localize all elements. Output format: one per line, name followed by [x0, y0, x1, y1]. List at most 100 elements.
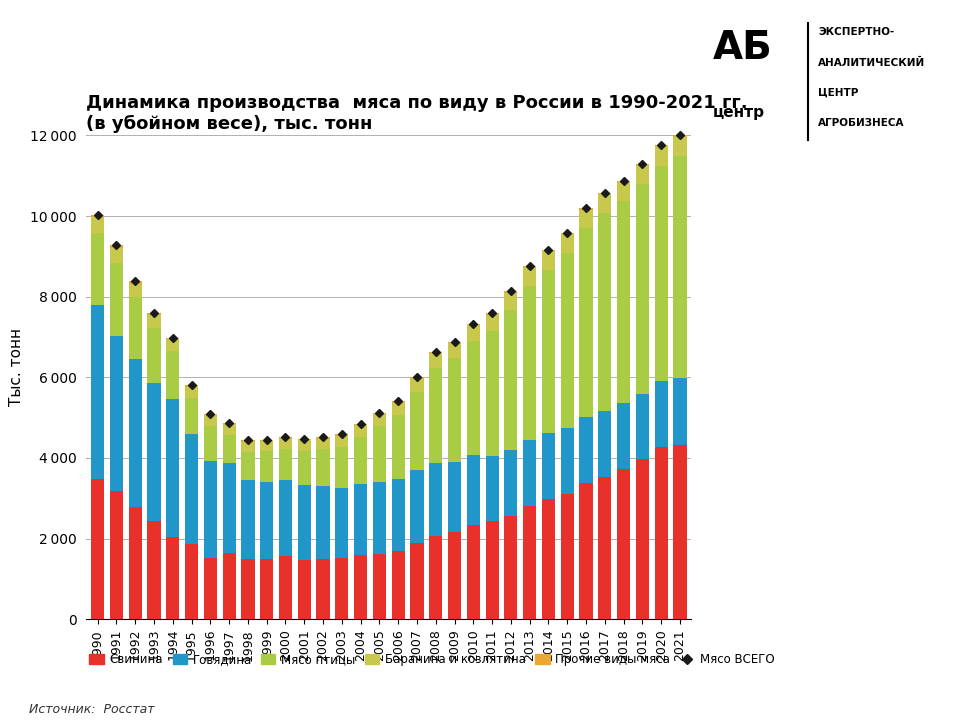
Bar: [354, 424, 367, 426]
Bar: [486, 456, 498, 521]
Bar: [673, 135, 686, 137]
Bar: [260, 559, 274, 619]
Bar: [617, 469, 630, 619]
Bar: [260, 441, 274, 451]
Bar: [598, 193, 612, 194]
Bar: [129, 507, 142, 619]
Bar: [448, 343, 461, 359]
Bar: [486, 315, 498, 331]
Bar: [204, 426, 217, 461]
Bar: [598, 477, 612, 619]
Bar: [335, 558, 348, 619]
Bar: [109, 490, 123, 619]
Bar: [655, 146, 668, 166]
Bar: [354, 436, 367, 484]
Bar: [185, 387, 198, 398]
Bar: [335, 487, 348, 558]
Bar: [673, 137, 686, 156]
Bar: [655, 145, 668, 146]
Bar: [148, 328, 160, 383]
Bar: [429, 368, 443, 462]
Bar: [317, 449, 329, 486]
Bar: [392, 415, 405, 480]
Bar: [223, 423, 236, 425]
Bar: [335, 446, 348, 487]
Bar: [617, 202, 630, 403]
Bar: [523, 267, 537, 286]
Text: ЦЕНТР: ЦЕНТР: [818, 88, 858, 98]
Bar: [673, 378, 686, 446]
Bar: [561, 234, 574, 253]
Bar: [541, 500, 555, 619]
Bar: [166, 339, 180, 351]
Bar: [372, 554, 386, 619]
Bar: [598, 213, 612, 411]
Bar: [598, 194, 612, 213]
Bar: [185, 434, 198, 544]
Bar: [486, 313, 498, 315]
Bar: [523, 440, 537, 505]
Bar: [504, 516, 517, 619]
Bar: [410, 379, 423, 392]
Y-axis label: Тыс. тонн: Тыс. тонн: [10, 328, 25, 406]
Bar: [354, 426, 367, 436]
Bar: [279, 480, 292, 557]
Bar: [223, 425, 236, 435]
Text: ЭКСПЕРТНО-: ЭКСПЕРТНО-: [818, 27, 895, 37]
Bar: [279, 449, 292, 480]
Bar: [392, 402, 405, 415]
Bar: [410, 392, 423, 470]
Bar: [223, 435, 236, 463]
Bar: [504, 310, 517, 450]
Bar: [467, 324, 480, 325]
Bar: [429, 462, 443, 536]
Bar: [467, 341, 480, 455]
Bar: [448, 359, 461, 462]
Bar: [204, 461, 217, 558]
Bar: [636, 184, 649, 394]
Bar: [372, 426, 386, 482]
Bar: [317, 437, 329, 438]
Bar: [561, 253, 574, 428]
Text: ab-centre.ru: ab-centre.ru: [829, 169, 918, 182]
Bar: [429, 352, 443, 354]
Bar: [109, 246, 123, 248]
Bar: [486, 331, 498, 456]
Bar: [91, 215, 105, 217]
Bar: [523, 286, 537, 440]
Bar: [148, 521, 160, 619]
Bar: [617, 403, 630, 469]
Text: АБ: АБ: [713, 29, 773, 67]
Bar: [129, 297, 142, 359]
Bar: [204, 558, 217, 619]
Bar: [541, 269, 555, 433]
Bar: [241, 442, 254, 452]
Bar: [617, 182, 630, 202]
Bar: [410, 470, 423, 543]
Text: АГРОБИЗНЕСА: АГРОБИЗНЕСА: [818, 118, 904, 128]
Text: АНАЛИТИЧЕСКИЙ: АНАЛИТИЧЕСКИЙ: [818, 58, 925, 68]
Text: центр: центр: [713, 105, 765, 120]
Bar: [561, 233, 574, 234]
Bar: [185, 398, 198, 434]
Bar: [335, 434, 348, 436]
Bar: [185, 544, 198, 619]
Bar: [541, 250, 555, 251]
Bar: [241, 441, 254, 442]
Bar: [561, 428, 574, 494]
Bar: [580, 417, 592, 482]
Bar: [541, 251, 555, 269]
Bar: [298, 438, 311, 440]
Bar: [185, 385, 198, 387]
Bar: [129, 359, 142, 507]
Bar: [148, 383, 160, 521]
Bar: [91, 217, 105, 233]
Bar: [580, 210, 592, 228]
Bar: [655, 447, 668, 619]
Bar: [392, 401, 405, 402]
Bar: [129, 284, 142, 297]
Bar: [372, 482, 386, 554]
Bar: [504, 292, 517, 310]
Bar: [317, 438, 329, 449]
Bar: [223, 554, 236, 619]
